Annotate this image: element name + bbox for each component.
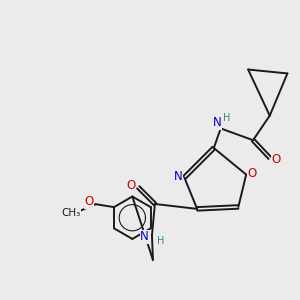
Text: N: N	[174, 169, 183, 182]
Text: O: O	[248, 167, 257, 180]
Text: O: O	[272, 153, 281, 166]
Text: H: H	[157, 236, 164, 246]
Text: CH₃: CH₃	[61, 208, 81, 218]
Text: H: H	[224, 113, 231, 123]
Text: O: O	[85, 195, 94, 208]
Text: N: N	[140, 230, 149, 243]
Text: O: O	[126, 179, 136, 192]
Text: N: N	[213, 116, 221, 129]
